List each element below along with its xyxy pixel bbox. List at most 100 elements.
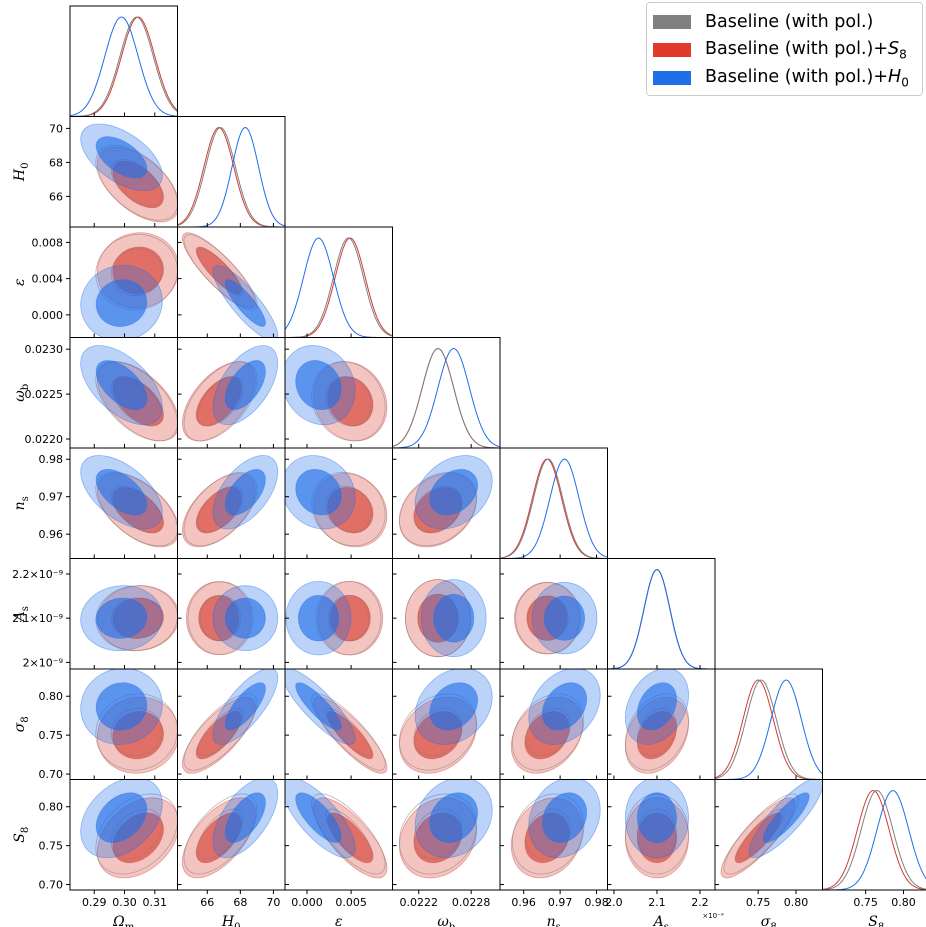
panel-content <box>392 348 500 448</box>
x-tick-label: 2.0 <box>605 896 623 909</box>
contour-h0-1sigma <box>224 597 266 639</box>
panel-S8-vs-s8: 0.75 0.80 σ8 <box>714 779 823 927</box>
marginal-curve-baseline <box>500 458 608 559</box>
panel-frame <box>714 668 823 780</box>
marginal-curve-h0 <box>392 348 500 448</box>
panel-S8-vs-ns: 0.96 0.97 0.98 ns <box>499 779 609 927</box>
marginal-curve-baseline <box>715 679 823 780</box>
x-tick-label: 0.98 <box>584 896 609 909</box>
panel-As-vs-H0 <box>177 558 286 670</box>
panel-As-vs-eps <box>284 558 393 670</box>
y-tick-label: 2×10⁻⁹ <box>23 656 63 669</box>
y-axis-label-wb: ωb <box>12 384 31 402</box>
panel-content <box>181 232 279 338</box>
panel-frame <box>69 5 178 117</box>
contour-baseline-2sigma <box>311 793 386 875</box>
contour-h0-1sigma <box>95 136 148 179</box>
panel-content <box>181 455 279 548</box>
panel-S8-vs-eps: 0.000 0.005 ε <box>284 779 393 927</box>
y-tick-label: 0.70 <box>39 768 64 781</box>
legend-item-h0: Baseline (with pol.)+H0 <box>653 64 922 92</box>
panel-content <box>181 345 279 442</box>
panel-content <box>285 345 388 442</box>
x-axis-label-Om: Ωm <box>112 914 135 927</box>
x-axis-label-H0: H0 <box>221 914 241 927</box>
marginal-curve-s8 <box>822 790 926 890</box>
panel-content <box>177 127 285 227</box>
panel-ns-vs-eps <box>284 447 393 559</box>
x-axis-label-eps: ε <box>335 914 343 927</box>
contour-h0-1sigma <box>541 792 588 843</box>
legend: Baseline (with pol.) Baseline (with pol.… <box>646 2 923 96</box>
panel-content <box>80 345 178 442</box>
marginal-curve-h0 <box>177 127 285 227</box>
panel-H0-vs-Om: 66 68 70 H0 <box>12 116 178 228</box>
x-offset-label: ×10⁻⁹ <box>702 912 723 920</box>
y-tick-label: 0.008 <box>32 236 64 249</box>
panel-content <box>715 679 823 780</box>
panel-s8-vs-Om: 0.70 0.75 0.80 σ8 <box>12 668 178 781</box>
marginal-curve-baseline <box>607 569 715 669</box>
y-tick-label: 0.000 <box>32 309 64 322</box>
x-axis-label-s8: σ8 <box>761 914 777 927</box>
panel-S8-vs-As: 2.0 2.1 2.2 As ×10⁻⁹ <box>605 779 724 927</box>
legend-label-h0: Baseline (with pol.)+ <box>705 66 889 87</box>
x-tick-label: 0.96 <box>511 896 536 909</box>
panel-S8-vs-H0: 66 68 70 H0 <box>177 779 286 927</box>
panel-s8-vs-wb <box>392 668 501 780</box>
panel-S8-vs-S8: 0.75 0.80 S8 <box>822 779 926 927</box>
contour-baseline-2sigma <box>624 693 689 771</box>
contour-h0-1sigma <box>224 469 266 516</box>
x-tick-label: 2.1 <box>648 896 666 909</box>
panel-content <box>624 669 689 774</box>
y-tick-label: 0.75 <box>39 729 64 742</box>
legend-sub-s8: 8 <box>899 47 907 62</box>
y-tick-label: 0.70 <box>39 879 64 892</box>
panel-eps-vs-Om: 0.000 0.004 0.008 ε <box>12 226 178 338</box>
y-axis-label-eps: ε <box>12 278 28 286</box>
panel-content <box>80 455 178 548</box>
panel-ns-vs-wb <box>392 447 501 559</box>
panel-content <box>80 779 178 879</box>
x-tick-label: 0.0222 <box>399 896 438 909</box>
x-tick-label: 2.2 <box>691 896 709 909</box>
legend-swatch-s8 <box>653 43 691 57</box>
contour-h0-1sigma <box>224 279 266 327</box>
contour-h0-1sigma <box>433 593 475 643</box>
panel-content <box>80 123 178 223</box>
marginal-curve-s8 <box>715 679 823 780</box>
x-tick-label: 0.75 <box>853 896 878 909</box>
contour-h0-1sigma <box>429 682 478 731</box>
legend-label-s8: Baseline (with pol.)+ <box>705 38 889 59</box>
y-tick-label: 0.98 <box>39 453 64 466</box>
y-tick-label: 0.0220 <box>25 433 64 446</box>
panel-As-vs-As <box>607 558 716 670</box>
contour-h0-1sigma <box>295 682 342 731</box>
panel-ns-vs-H0 <box>177 447 286 559</box>
contour-h0-1sigma <box>95 682 148 731</box>
contour-h0-1sigma <box>95 597 148 639</box>
y-axis-label-ns: ns <box>12 496 31 510</box>
x-tick-label: 70 <box>266 896 280 909</box>
panel-ns-vs-Om: 0.96 0.97 0.98 ns <box>12 447 178 559</box>
y-tick-label: 0.96 <box>39 528 64 541</box>
panel-content <box>510 779 601 879</box>
contour-h0-1sigma <box>95 360 148 411</box>
contour-h0-1sigma <box>762 792 810 843</box>
marginal-curve-baseline <box>285 237 393 338</box>
y-tick-label: 0.97 <box>39 491 64 504</box>
panel-content <box>285 237 393 338</box>
x-axis-label-S8: S8 <box>868 914 884 927</box>
contour-h0-1sigma <box>295 360 342 411</box>
legend-item-s8: Baseline (with pol.)+S8 <box>653 36 922 64</box>
y-tick-label: 0.0230 <box>25 343 64 356</box>
panel-content <box>720 779 823 879</box>
panel-content <box>399 779 493 879</box>
panel-content <box>285 581 384 656</box>
panel-content <box>405 579 487 658</box>
marginal-curve-s8 <box>607 569 715 669</box>
legend-swatch-baseline <box>653 15 691 29</box>
y-tick-label: 66 <box>49 190 63 203</box>
panel-content <box>181 669 279 774</box>
